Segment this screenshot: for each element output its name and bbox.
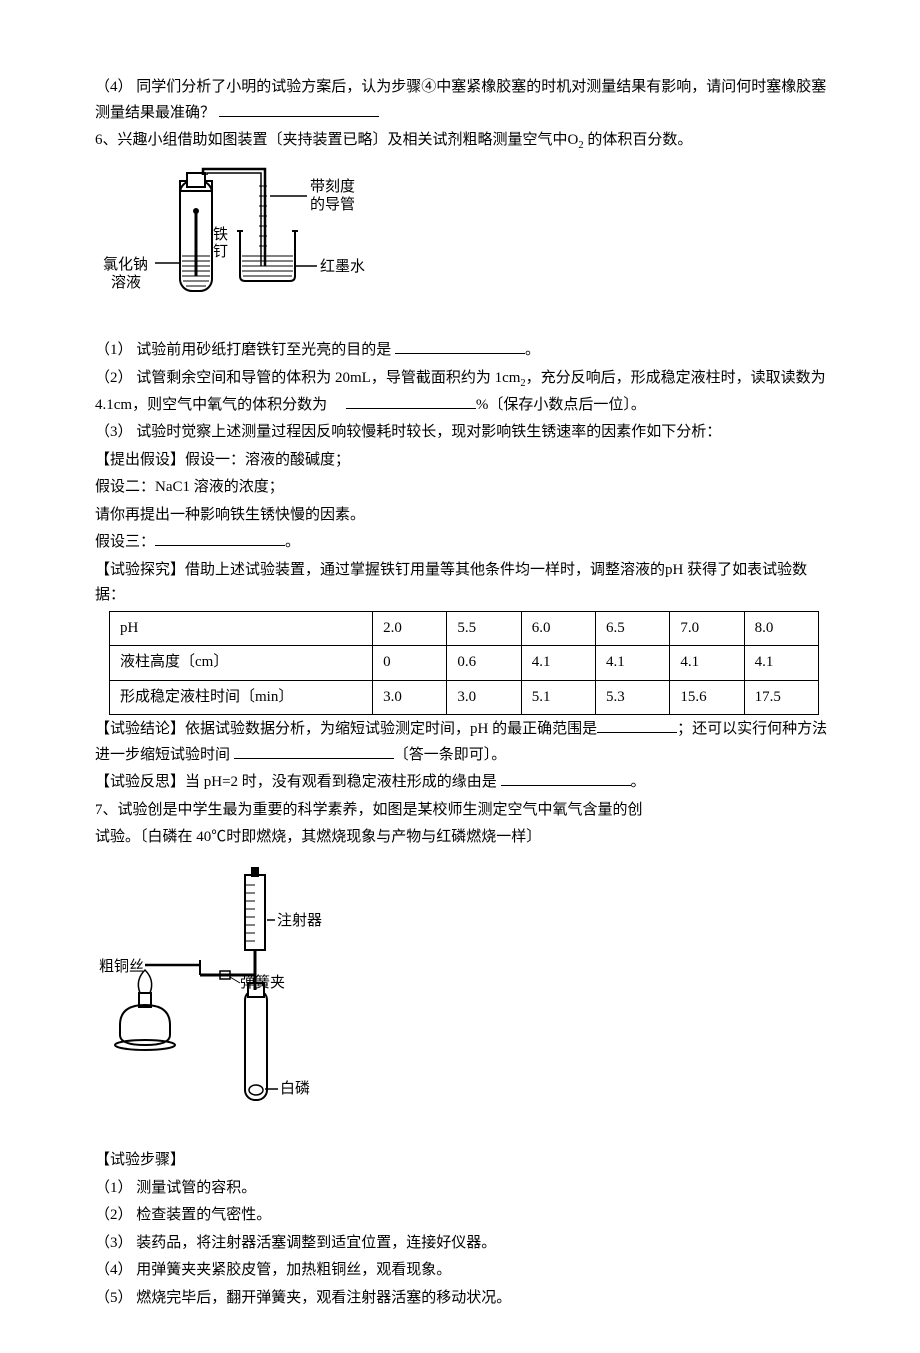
q6-hyp3-tail: 。 [285,534,300,550]
blank-q4 [219,102,379,117]
th-time: 形成稳定液柱时间〔min〕 [110,680,373,715]
q6-conclusion: 【试验结论】依据试验数据分析，为缩短试验测定时间，pH 的最正确范围是；还可以实… [95,717,830,768]
q6-sub1-tail: 。 [525,342,540,358]
blank-q6-reflect [501,771,631,786]
td: 17.5 [744,680,818,715]
label-red-ink: 红墨水 [320,258,365,275]
td: 4.1 [670,646,744,681]
nail-head [193,208,199,214]
label-syringe: 注射器 [277,912,322,929]
td: 0 [373,646,447,681]
table-row-ph: pH 2.0 5.5 6.0 6.5 7.0 8.0 [110,611,819,646]
label-nacl-1: 氯化钠 [103,256,148,273]
td: 0.6 [447,646,521,681]
q6-hyp2: 假设二：NaC1 溶液的浓度； [95,475,830,501]
diagram-q7-svg: 注射器 粗铜丝 弹簧夹 白磷 [95,865,375,1125]
syringe-plunger-top [251,867,259,877]
td: 3.0 [447,680,521,715]
syringe-graduations [245,885,255,941]
q7-steps-list: （1） 测量试管的容积。 （2） 检查装置的气密性。 （3） 装药品，将注射器活… [95,1176,830,1312]
q6-conc-c: 〔答一条即可〕。 [394,747,507,763]
td: 8.0 [744,611,818,646]
q6-reflect: 【试验反思】当 pH=2 时，没有观看到稳定液柱形成的缘由是 。 [95,770,830,796]
label-nacl-2: 溶液 [111,274,141,291]
blank-q6-conc1 [597,718,677,733]
question-6-intro: 6、兴趣小组借助如图装置〔夹持装置已略〕及相关试剂粗略测量空气中O2 的体积百分… [95,128,830,155]
q6-intro-tail: 的体积百分数。 [584,132,693,148]
td: 5.5 [447,611,521,646]
blank-q6-hyp3 [155,531,285,546]
td: 7.0 [670,611,744,646]
q6-data-table: pH 2.0 5.5 6.0 6.5 7.0 8.0 液柱高度〔cm〕 0 0.… [109,611,819,716]
q6-sub1-text: （1） 试验前用砂纸打磨铁钉至光亮的目的是 [95,342,395,358]
blank-q6-2 [346,394,476,409]
label-white-p: 白磷 [280,1080,310,1097]
table-row-height: 液柱高度〔cm〕 0 0.6 4.1 4.1 4.1 4.1 [110,646,819,681]
q6-sub3: （3） 试验时觉察上述测量过程因反响较慢耗时较长，现对影响铁生锈速率的因素作如下… [95,420,830,446]
td: 3.0 [373,680,447,715]
test-tube-q7 [245,990,267,1100]
q6-hyp3-label: 假设三： [95,534,155,550]
td: 4.1 [596,646,670,681]
q6-reflect-b: 。 [631,774,646,790]
td: 4.1 [744,646,818,681]
label-nail-1: 铁 [213,226,228,243]
q6-hypothesis-header: 【提出假设】假设一：溶液的酸碱度； [95,448,830,474]
th-height: 液柱高度〔cm〕 [110,646,373,681]
q7-intro-a: 7、试验创是中学生最为重要的科学素养，如图是某校师生测定空气中氧气含量的创 [95,798,830,824]
tube-liquid-hatch [182,256,210,286]
q6-hyp3: 假设三： 。 [95,530,830,556]
label-tube-1: 带刻度 [310,178,355,195]
blank-q6-conc2 [234,744,394,759]
diagram-q7: 注射器 粗铜丝 弹簧夹 白磷 [95,865,830,1135]
td: 6.0 [521,611,595,646]
q6-sub2-a: （2） 试管剩余空间和导管的体积为 20mL，导管截面积约为 1cm [95,370,520,386]
td: 5.3 [596,680,670,715]
question-4-text: （4） 同学们分析了小明的试验方案后，认为步骤④中塞紧橡胶塞的时机对测量结果有影… [95,75,830,126]
blank-q6-1 [395,339,525,354]
diagram-q6: 氯化钠 溶液 铁 钉 带刻度 的导管 红墨水 [95,161,830,331]
label-clamp: 弹簧夹 [240,974,285,991]
q6-hyp-prompt: 请你再提出一种影响铁生锈快慢的因素。 [95,503,830,529]
diagram-q6-svg: 氯化钠 溶液 铁 钉 带刻度 的导管 红墨水 [95,161,415,321]
q6-reflect-a: 【试验反思】当 pH=2 时，没有观看到稳定液柱形成的缘由是 [95,774,501,790]
leader-clamp [230,977,240,983]
q7-step-1: （1） 测量试管的容积。 [95,1176,830,1202]
q6-intro-text: 6、兴趣小组借助如图装置〔夹持装置已略〕及相关试剂粗略测量空气中O [95,132,578,148]
q7-intro-b: 试验。〔白磷在 40℃时即燃烧，其燃烧现象与产物与红磷燃烧一样〕 [95,825,830,851]
td: 15.6 [670,680,744,715]
td: 4.1 [521,646,595,681]
q7-step-2: （2） 检查装置的气密性。 [95,1203,830,1229]
stopper [187,173,205,187]
q7-step-4: （4） 用弹簧夹夹紧胶皮管，加热粗铜丝，观看现象。 [95,1258,830,1284]
q7-step-5: （5） 燃烧完毕后，翻开弹簧夹，观看注射器活塞的移动状况。 [95,1286,830,1312]
label-copper: 粗铜丝 [99,958,144,975]
q6-sub1: （1） 试验前用砂纸打磨铁钉至光亮的目的是 。 [95,338,830,364]
q7-step-3: （3） 装药品，将注射器活塞调整到适宜位置，连接好仪器。 [95,1231,830,1257]
table-row-time: 形成稳定液柱时间〔min〕 3.0 3.0 5.1 5.3 15.6 17.5 [110,680,819,715]
beaker-liquid-hatch [242,256,293,276]
syringe-barrel [245,875,265,950]
th-ph: pH [110,611,373,646]
td: 5.1 [521,680,595,715]
white-phosphorus [249,1085,263,1095]
q6-inquiry-header: 【试验探究】借助上述试验装置，通过掌握铁钉用量等其他条件均一样时，调整溶液的pH… [95,558,830,609]
q7-steps-header: 【试验步骤】 [95,1148,830,1174]
label-nail-2: 钉 [213,243,228,260]
q4-body: （4） 同学们分析了小明的试验方案后，认为步骤④中塞紧橡胶塞的时机对测量结果有影… [95,79,826,121]
label-tube-2: 的导管 [310,196,355,213]
td: 2.0 [373,611,447,646]
q6-sub2-c: %〔保存小数点后一位〕。 [476,397,646,413]
q6-conc-a: 【试验结论】依据试验数据分析，为缩短试验测定时间，pH 的最正确范围是 [95,721,597,737]
td: 6.5 [596,611,670,646]
q6-sub2: （2） 试管剩余空间和导管的体积为 20mL，导管截面积约为 1cm2，充分反响… [95,366,830,418]
